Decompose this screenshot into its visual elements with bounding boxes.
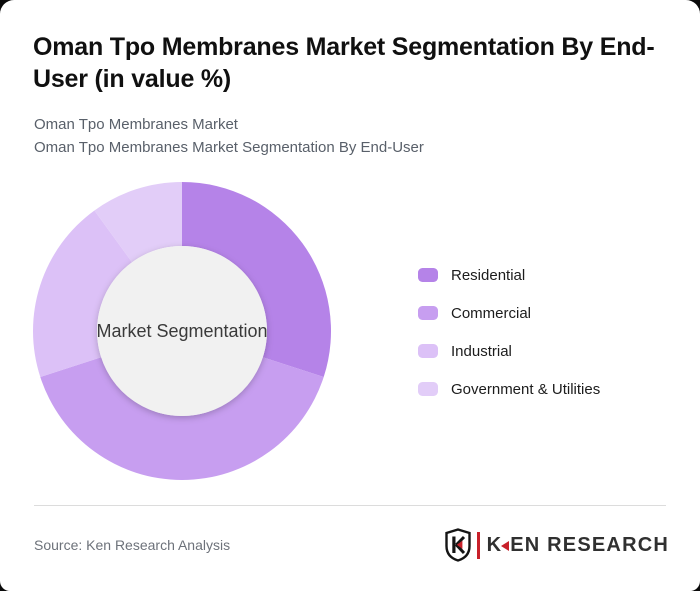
page-title: Oman Tpo Membranes Market Segmentation B… — [33, 33, 655, 93]
legend: Residential Commercial Industrial Governmen… — [418, 266, 600, 398]
donut-segment-commercial[interactable] — [40, 357, 324, 480]
source-text: Source: Ken Research Analysis — [34, 537, 231, 553]
donut-chart: Market Segmentation — [33, 182, 331, 480]
donut-center-label: Market Segmentation — [96, 321, 267, 341]
legend-swatch — [418, 306, 438, 320]
legend-swatch — [418, 344, 438, 358]
donut-segment-industrial[interactable] — [33, 210, 133, 378]
subtitle-line-1: Oman Tpo Membranes Market — [34, 116, 238, 133]
ken-research-logo: K EN RESEARCH — [445, 527, 669, 563]
legend-item-commercial[interactable]: Commercial — [418, 304, 600, 322]
footer-divider — [34, 505, 666, 506]
legend-label: Industrial — [451, 342, 512, 360]
subtitle-block: Oman Tpo Membranes Market Oman Tpo Membr… — [34, 114, 424, 159]
donut-chart-svg: Market Segmentation — [33, 182, 331, 480]
legend-item-government-utilities[interactable]: Government & Utilities — [418, 380, 600, 398]
logo-shield-icon — [445, 528, 471, 562]
legend-label: Government & Utilities — [451, 380, 601, 398]
donut-segments-group — [33, 182, 331, 480]
legend-item-residential[interactable]: Residential — [418, 266, 600, 284]
subtitle-line-2: Oman Tpo Membranes Market Segmentation B… — [34, 138, 424, 156]
logo-wordmark-rest: EN RESEARCH — [510, 533, 669, 556]
donut-segment-government-utilities[interactable] — [94, 182, 182, 263]
legend-swatch — [418, 268, 438, 282]
legend-swatch — [418, 382, 438, 396]
logo-wordmark: K EN RESEARCH — [487, 534, 669, 557]
logo-shield-triangle — [456, 540, 463, 549]
legend-item-industrial[interactable]: Industrial — [418, 342, 600, 360]
donut-inner-circle — [97, 246, 267, 416]
legend-label: Residential — [451, 266, 526, 284]
logo-triangle-icon — [501, 540, 510, 551]
donut-segment-residential[interactable] — [182, 182, 331, 378]
logo-separator — [477, 531, 480, 559]
logo-wordmark-k: K — [486, 533, 503, 556]
legend-label: Commercial — [451, 304, 532, 322]
